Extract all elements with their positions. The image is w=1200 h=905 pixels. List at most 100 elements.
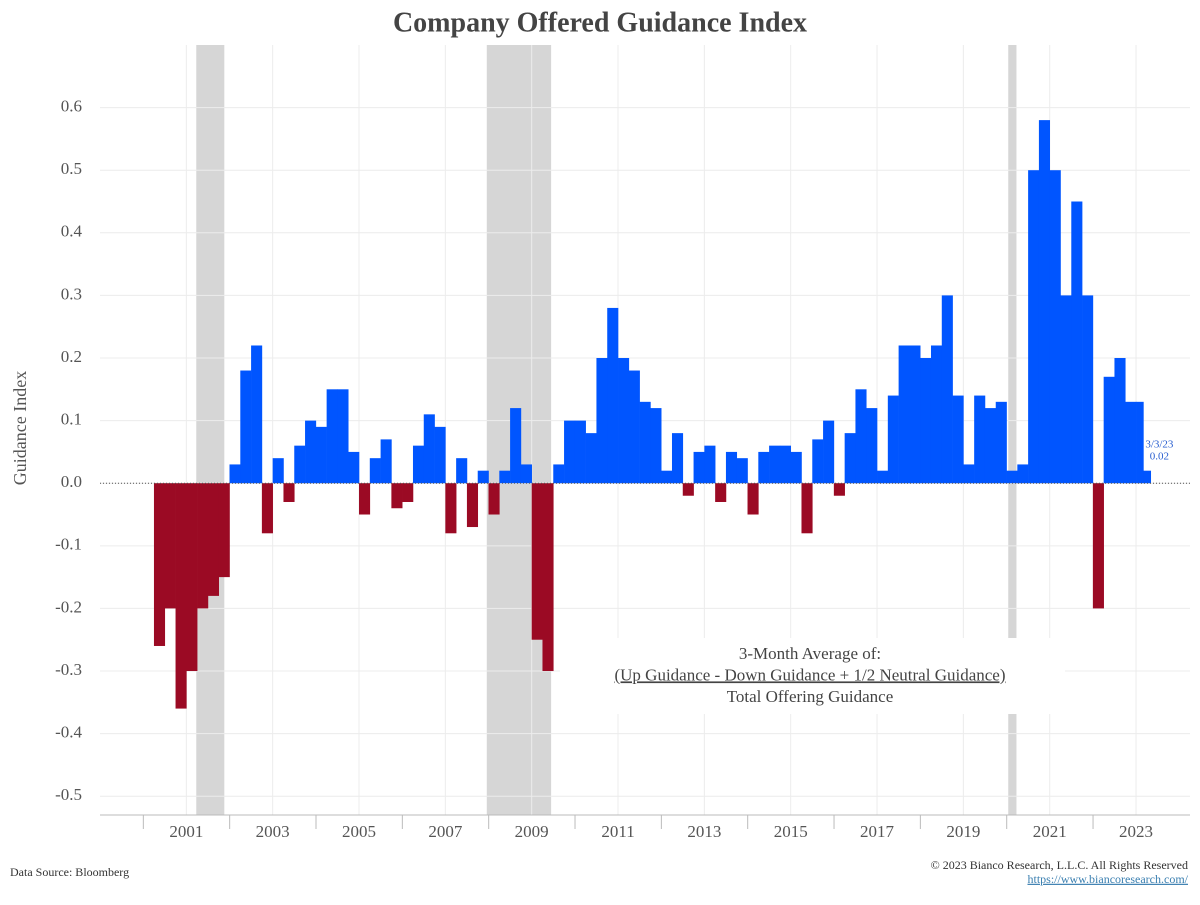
bar (229, 464, 241, 484)
recession-shade (1008, 45, 1017, 815)
bar (661, 470, 673, 484)
bar (1082, 295, 1094, 484)
bar (618, 358, 630, 484)
annotation-box (560, 638, 1065, 714)
bar (402, 483, 414, 502)
bar (434, 426, 446, 484)
bar (909, 345, 921, 484)
bar (207, 483, 220, 596)
bar (758, 451, 770, 484)
bar (1136, 401, 1144, 484)
bar (866, 408, 878, 484)
bar (736, 458, 748, 484)
bar (682, 483, 694, 496)
y-tick-label: 0.6 (61, 97, 82, 116)
bar (542, 483, 554, 672)
bar (941, 295, 953, 484)
bar (715, 483, 727, 502)
bar (984, 408, 997, 484)
bar (164, 483, 176, 609)
bar (261, 483, 273, 534)
url[interactable]: https://www.biancoresearch.com/ (1027, 872, 1188, 886)
bar (995, 401, 1007, 484)
bar (553, 464, 565, 484)
recession-shade (196, 45, 225, 815)
bar (251, 345, 263, 484)
bar (963, 464, 975, 484)
bar (1060, 295, 1072, 484)
bar (823, 420, 835, 484)
x-tick-label: 2019 (946, 822, 980, 841)
bar (596, 358, 608, 484)
last-date: 3/3/23 (1145, 439, 1174, 451)
bar (412, 445, 425, 484)
bar (294, 445, 306, 484)
bar (1143, 470, 1152, 484)
bar (499, 470, 511, 484)
y-tick-label: -0.4 (55, 723, 82, 742)
bar (877, 470, 889, 484)
x-tick-label: 2011 (601, 822, 634, 841)
x-tick-label: 2015 (774, 822, 808, 841)
y-tick-label: -0.3 (55, 660, 82, 679)
source: Data Source: Bloomberg (10, 865, 129, 879)
bar (1006, 470, 1018, 484)
bar (326, 389, 338, 484)
x-tick-label: 2003 (256, 822, 290, 841)
y-tick-label: 0.1 (61, 410, 82, 429)
bar (477, 470, 489, 484)
bar (1017, 464, 1029, 484)
y-tick-label: 0.3 (61, 284, 82, 303)
bar (315, 426, 327, 484)
y-tick-label: -0.1 (55, 535, 82, 554)
bar (898, 345, 910, 484)
bar (445, 483, 457, 534)
chart-title: Company Offered Guidance Index (393, 7, 807, 38)
y-tick-label: -0.2 (55, 597, 82, 616)
bar (175, 483, 187, 709)
bar (952, 395, 964, 484)
bar (693, 451, 705, 484)
bar (283, 483, 295, 502)
bar (747, 483, 759, 515)
bar (488, 483, 500, 515)
bar (930, 345, 943, 484)
bar (305, 420, 317, 484)
y-axis-label: Guidance Index (10, 371, 30, 485)
x-tick-label: 2017 (860, 822, 895, 841)
bar (920, 358, 932, 484)
bar (769, 445, 781, 484)
bar (833, 483, 845, 496)
bar (725, 451, 738, 484)
bar (801, 483, 813, 534)
y-tick-label: 0.2 (61, 347, 82, 366)
y-tick-label: -0.5 (55, 785, 82, 804)
bar (359, 483, 371, 515)
bar (197, 483, 209, 609)
bar (855, 389, 867, 484)
bar (844, 433, 856, 484)
y-tick-label: 0.0 (61, 472, 82, 491)
bar (186, 483, 198, 672)
bar (812, 439, 824, 484)
bar (153, 483, 166, 646)
annotation: Total Offering Guidance (727, 687, 894, 706)
bar (456, 458, 468, 484)
annotation: 3-Month Average of: (739, 644, 881, 663)
bar (348, 451, 360, 484)
bar (1103, 376, 1115, 484)
bar (585, 433, 597, 484)
bar (628, 370, 640, 484)
bar (520, 464, 532, 484)
bar (1125, 401, 1137, 484)
bar (1028, 170, 1040, 484)
bar (531, 483, 543, 640)
bar (380, 439, 392, 484)
bar (240, 370, 252, 484)
bar (337, 389, 349, 484)
bar (671, 433, 684, 484)
bar (1092, 483, 1104, 609)
bar (1114, 358, 1126, 484)
x-tick-label: 2023 (1119, 822, 1153, 841)
